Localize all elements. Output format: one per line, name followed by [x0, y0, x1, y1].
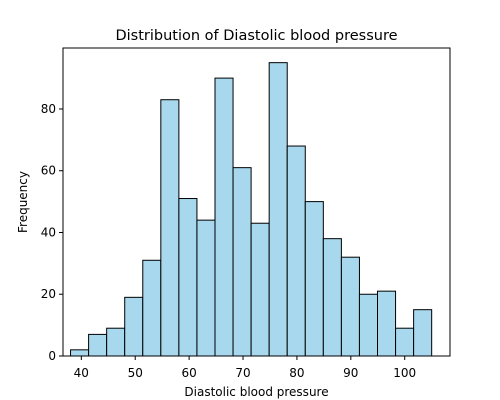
x-tick-label: 50	[128, 366, 143, 380]
histogram-bar	[125, 297, 143, 356]
histogram-bar	[269, 63, 287, 356]
x-tick-label: 70	[235, 366, 250, 380]
histogram-bar	[287, 146, 305, 356]
histogram-bar	[233, 168, 251, 356]
y-tick-label: 60	[41, 164, 56, 178]
histogram-bar	[251, 223, 269, 356]
histogram-bar	[215, 78, 233, 356]
histogram-bar	[414, 310, 432, 356]
x-tick-label: 80	[289, 366, 304, 380]
x-tick-label: 90	[343, 366, 358, 380]
histogram-bar	[71, 350, 89, 356]
y-axis-label: Frequency	[16, 171, 30, 233]
histogram-bar	[143, 260, 161, 356]
histogram-bar	[396, 328, 414, 356]
histogram-bar	[179, 199, 197, 356]
y-axis: 0 20 40 60 80	[41, 102, 63, 363]
chart-title: Distribution of Diastolic blood pressure	[115, 28, 397, 44]
histogram-bar	[378, 291, 396, 356]
histogram-bar	[341, 257, 359, 356]
histogram-bar	[107, 328, 125, 356]
histogram-bar	[359, 294, 377, 356]
histogram-bar	[89, 334, 107, 356]
x-tick-label: 40	[74, 366, 89, 380]
y-tick-label: 80	[41, 102, 56, 116]
x-tick-label: 100	[393, 366, 416, 380]
bars-group	[71, 63, 432, 356]
histogram-bar	[161, 100, 179, 356]
x-tick-label: 60	[181, 366, 196, 380]
histogram-bar	[197, 220, 215, 356]
histogram-bar	[305, 202, 323, 356]
y-tick-label: 0	[48, 349, 56, 363]
histogram-bar	[323, 239, 341, 356]
x-axis-label: Diastolic blood pressure	[184, 385, 328, 399]
x-axis: 40 50 60 70 80 90 100	[74, 356, 416, 380]
y-tick-label: 20	[41, 287, 56, 301]
y-tick-label: 40	[41, 225, 56, 239]
